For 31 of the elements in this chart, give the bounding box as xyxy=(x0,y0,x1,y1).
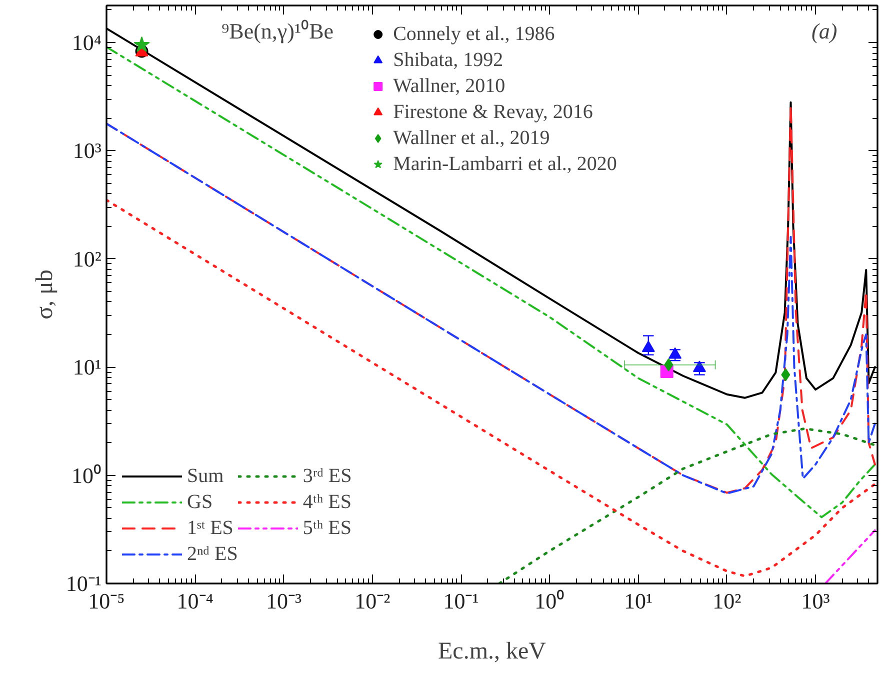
legend-label: Firestone & Revay, 2016 xyxy=(393,100,593,124)
y-tick-label: 10⁰ xyxy=(72,462,102,488)
x-tick-label: 10³ xyxy=(801,588,830,614)
legend-label: Shibata, 1992 xyxy=(393,48,504,72)
y-tick-label: 10² xyxy=(72,246,102,272)
x-tick-label: 10¹ xyxy=(624,588,653,614)
y-tick-label: 10⁴ xyxy=(72,30,102,56)
legend-label: Connely et al., 1986 xyxy=(393,22,555,46)
y-tick-label: 10¹ xyxy=(72,354,102,380)
x-tick-label: 10⁻³ xyxy=(266,588,302,614)
legend-label: Marin-Lambarri et al., 2020 xyxy=(393,152,617,176)
x-tick-label: 10⁻⁵ xyxy=(88,588,125,614)
legend-label: 1ˢᵗ ES xyxy=(187,516,234,540)
legend-label: 2ⁿᵈ ES xyxy=(187,542,238,566)
x-axis-title: Ec.m., keV xyxy=(438,638,547,664)
x-tick-label: 10² xyxy=(712,588,742,614)
legend-label: 4ᵗʰ ES xyxy=(302,490,352,514)
legend-label: 5ᵗʰ ES xyxy=(302,516,352,540)
annotation: (a) xyxy=(812,18,838,44)
annotation: ⁹Be(n,γ)¹⁰Be xyxy=(222,18,334,44)
y-tick-label: 10³ xyxy=(72,138,102,164)
y-axis-title: σ, μb xyxy=(32,270,58,320)
legend-label: GS xyxy=(187,490,213,514)
x-tick-label: 10⁻² xyxy=(354,588,391,614)
legend-label: Wallner et al., 2019 xyxy=(393,126,550,150)
x-tick-label: 10⁻⁴ xyxy=(176,588,214,614)
legend-label: 3ʳᵈ ES xyxy=(302,464,352,488)
legend-label: Sum xyxy=(187,464,224,488)
x-tick-label: 10⁰ xyxy=(534,588,565,614)
legend-label: Wallner, 2010 xyxy=(393,74,506,98)
x-tick-label: 10⁻¹ xyxy=(443,588,479,614)
